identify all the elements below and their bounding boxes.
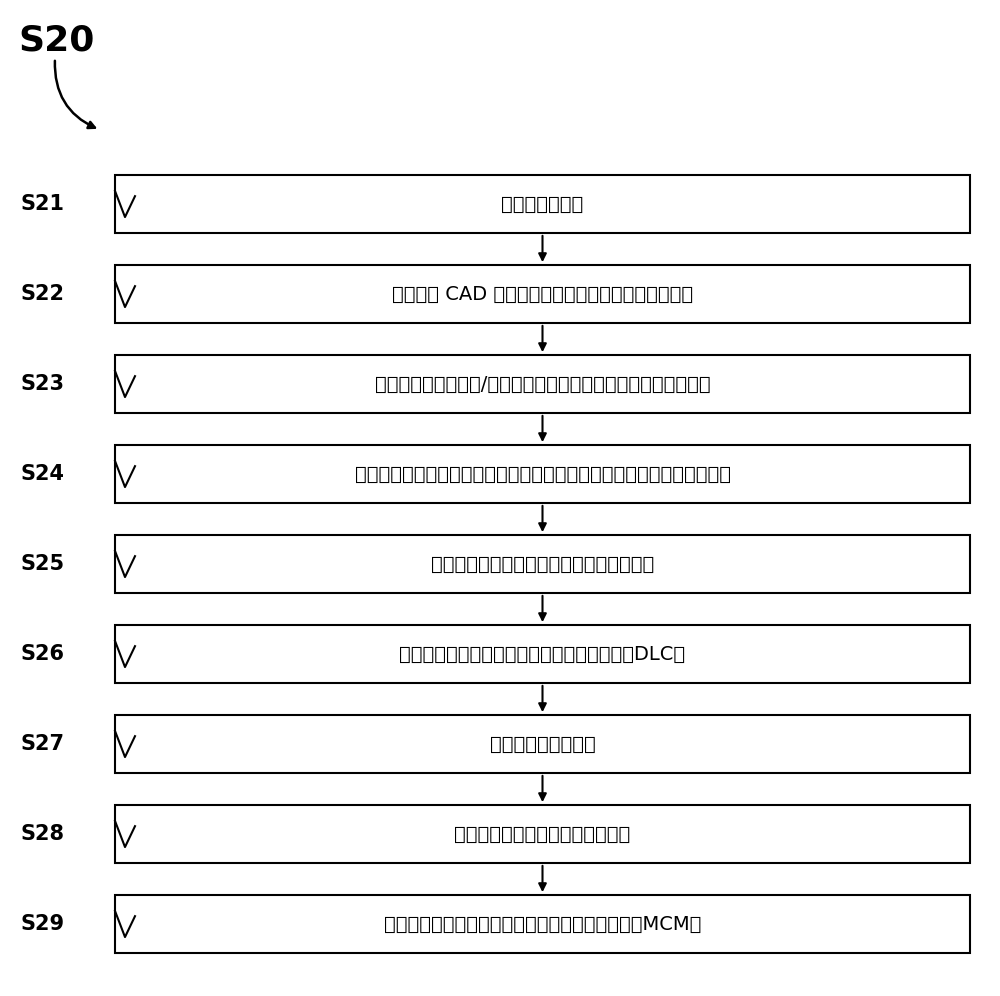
Text: 将所述半导体裸片和/或无源封装件对准并键合到所述标记载体上: 将所述半导体裸片和/或无源封装件对准并键合到所述标记载体上 bbox=[375, 374, 710, 393]
Text: 通过匹配 CAD 文件提取半导体裸片和标记载体的信息: 通过匹配 CAD 文件提取半导体裸片和标记载体的信息 bbox=[392, 285, 693, 304]
Text: S20: S20 bbox=[18, 23, 94, 57]
Text: 形成电路层和介电层: 形成电路层和介电层 bbox=[490, 734, 595, 754]
Text: S27: S27 bbox=[20, 734, 64, 754]
Bar bbox=[115, 175, 970, 233]
Text: S24: S24 bbox=[20, 464, 64, 484]
Text: 将所述重构面板分离，并转移到一承载板上: 将所述重构面板分离，并转移到一承载板上 bbox=[431, 555, 654, 574]
Text: S22: S22 bbox=[20, 284, 64, 304]
Text: 提供一标记载体: 提供一标记载体 bbox=[501, 194, 584, 213]
Bar bbox=[115, 535, 970, 593]
Bar bbox=[115, 625, 970, 683]
Bar bbox=[115, 355, 970, 413]
Text: 将所述重构面板切割成单独的多芯片半导体封装（MCM）: 将所述重构面板切割成单独的多芯片半导体封装（MCM） bbox=[384, 914, 701, 933]
Text: S21: S21 bbox=[20, 194, 64, 214]
Bar bbox=[115, 895, 970, 953]
Bar bbox=[115, 715, 970, 773]
Text: 形成用于封装所述半导体裸片和无源封装件的模制层，从而形成重构面板: 形成用于封装所述半导体裸片和无源封装件的模制层，从而形成重构面板 bbox=[354, 464, 730, 483]
Bar bbox=[115, 805, 970, 863]
Text: S28: S28 bbox=[20, 824, 64, 844]
Text: S25: S25 bbox=[20, 554, 64, 574]
FancyArrowPatch shape bbox=[55, 61, 95, 128]
Text: S26: S26 bbox=[20, 644, 64, 664]
Bar bbox=[115, 445, 970, 503]
Bar bbox=[115, 265, 970, 323]
Text: S23: S23 bbox=[20, 374, 64, 394]
Text: 在所述重构面板的活性侧进行裸片位置检查（DLC）: 在所述重构面板的活性侧进行裸片位置检查（DLC） bbox=[399, 644, 686, 663]
Text: S29: S29 bbox=[20, 914, 64, 934]
Text: 在暴露的电路层上形成外部连接层: 在暴露的电路层上形成外部连接层 bbox=[454, 825, 631, 844]
